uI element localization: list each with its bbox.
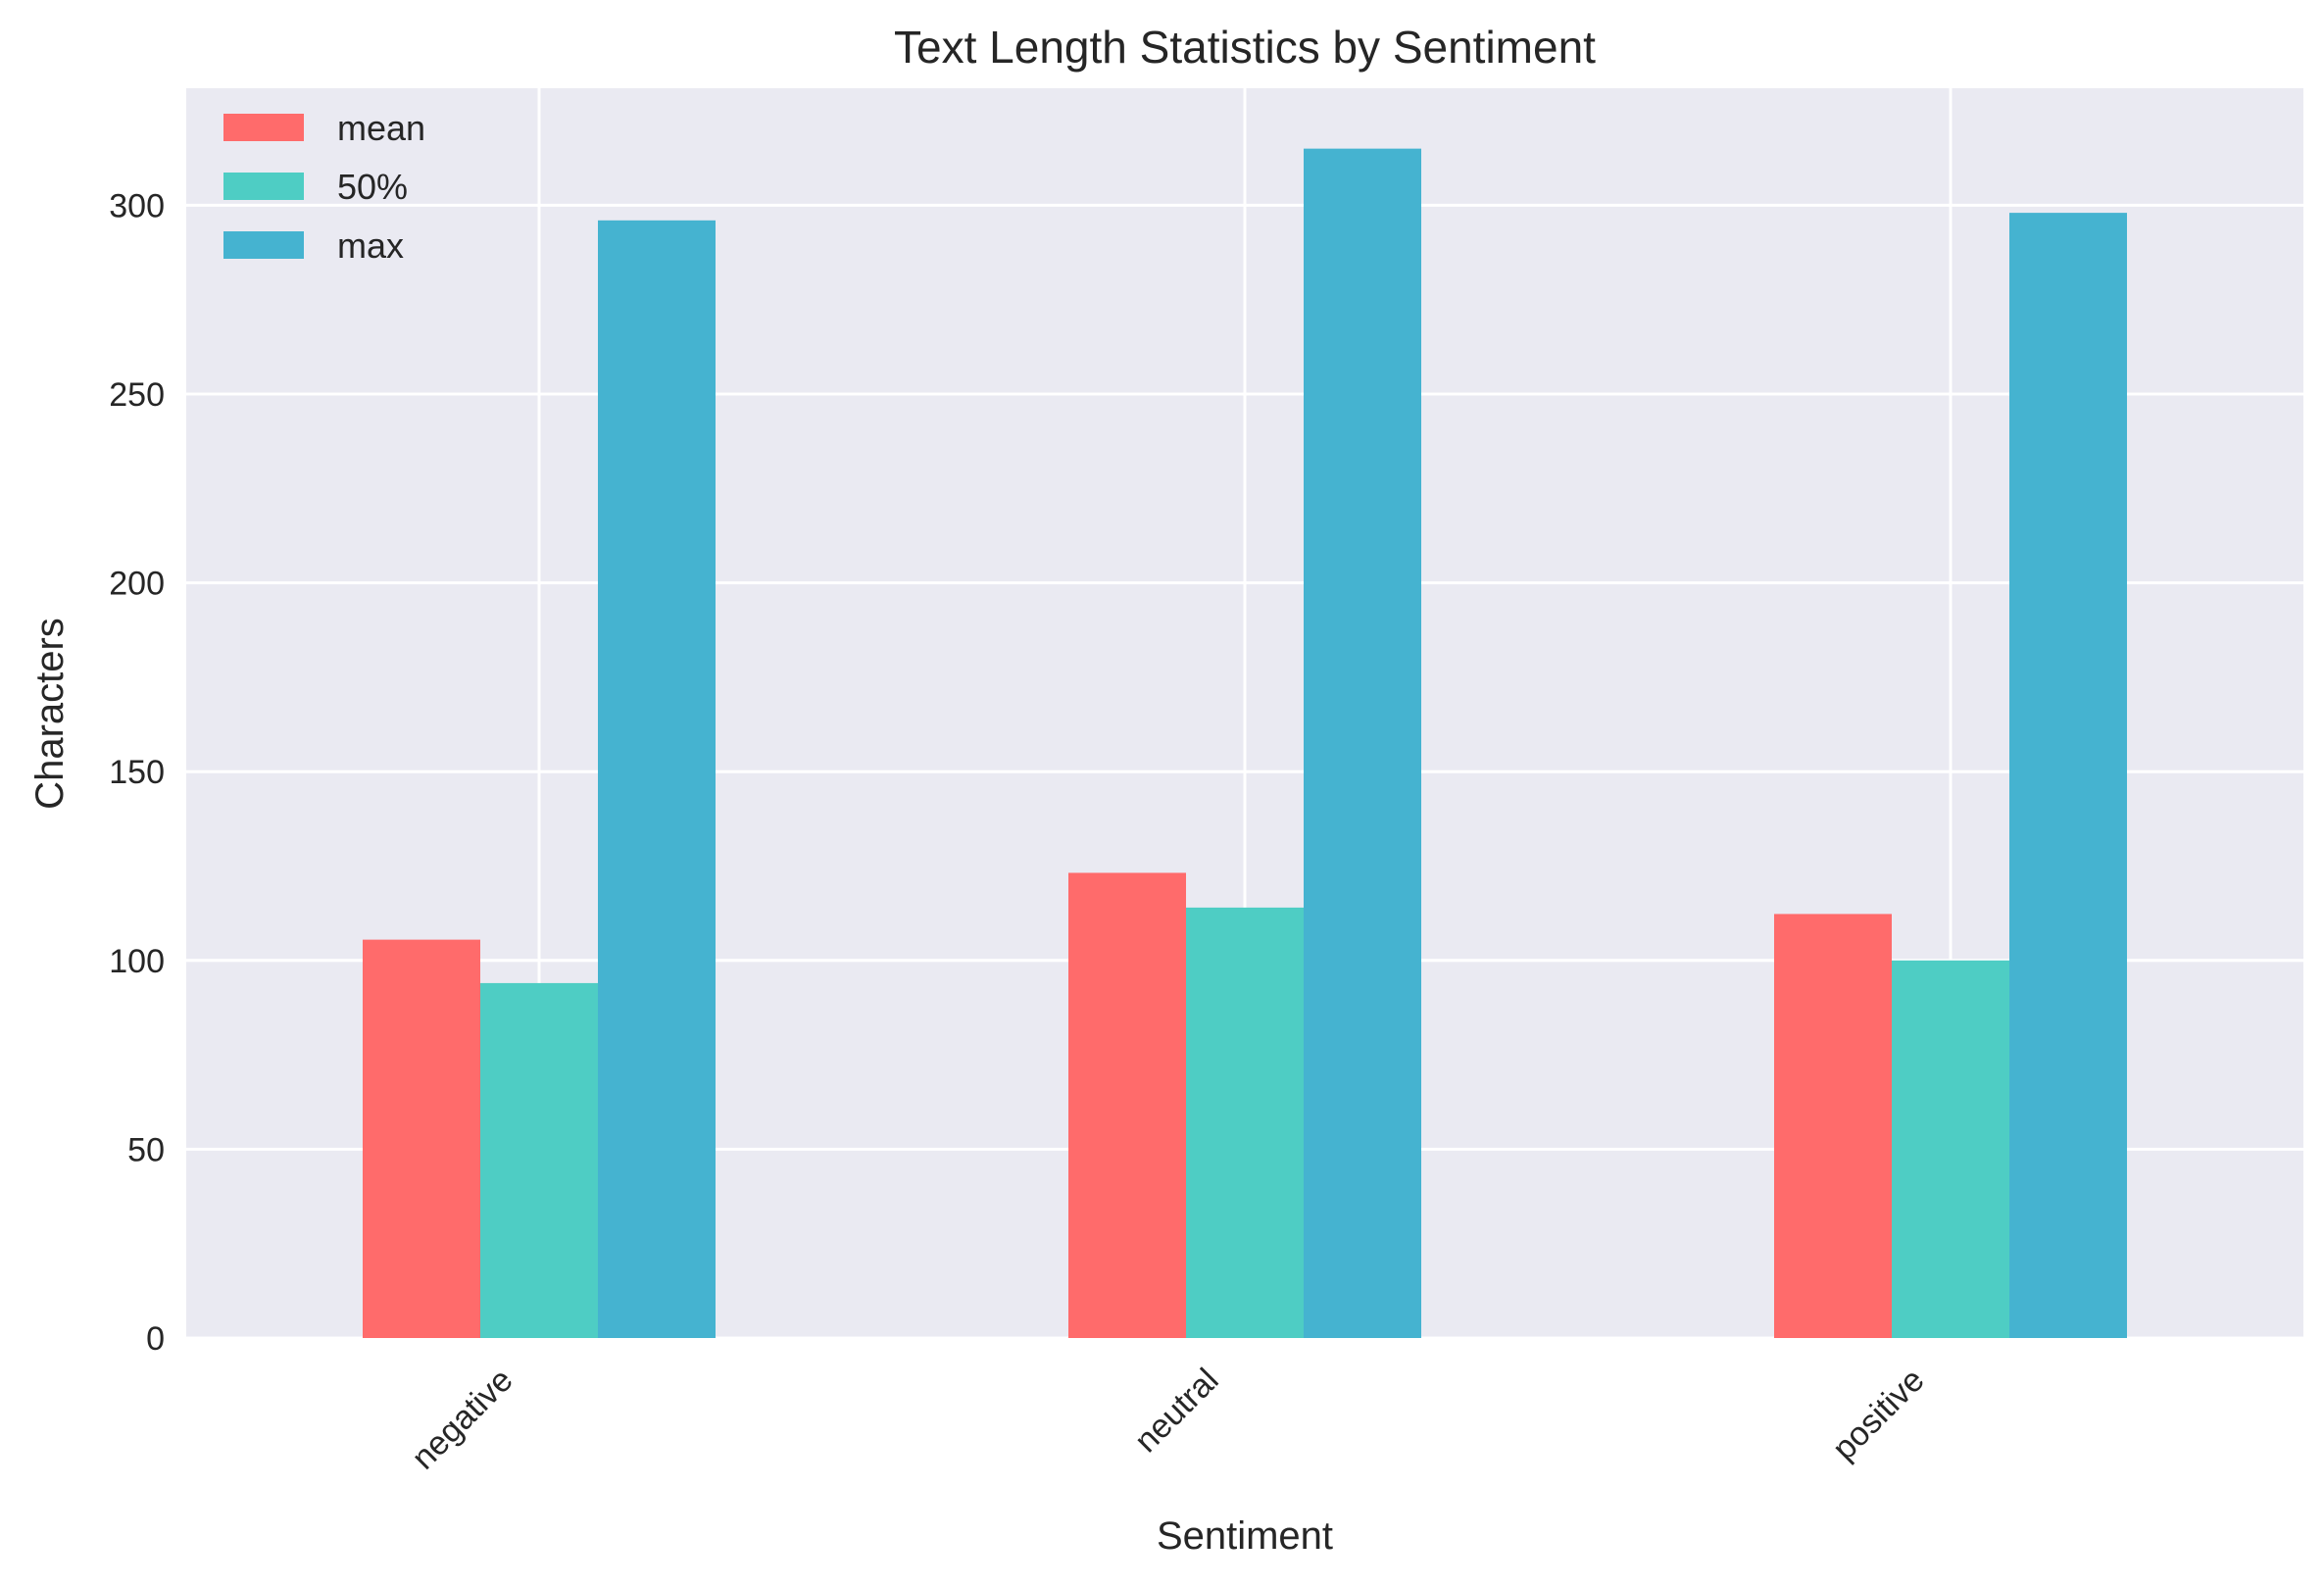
y-axis-ticks: 0 50 100 150 200 250 300 (109, 187, 165, 1358)
bar (2009, 213, 2127, 1339)
x-tick-label: positive (1825, 1362, 1931, 1467)
bar (480, 982, 598, 1338)
legend: mean 50% max (223, 108, 425, 266)
x-tick-label: negative (405, 1362, 520, 1477)
bars (363, 148, 2127, 1339)
legend-swatch (223, 173, 304, 200)
legend-label: 50% (337, 167, 408, 207)
bar (598, 220, 716, 1338)
chart-title: Text Length Statistics by Sentiment (894, 22, 1596, 73)
bar (363, 939, 480, 1338)
legend-swatch (223, 231, 304, 259)
y-tick-label: 300 (109, 187, 165, 224)
y-tick-label: 200 (109, 566, 165, 603)
x-axis-ticks: negative neutral positive (405, 1362, 1932, 1477)
y-tick-label: 250 (109, 376, 165, 414)
y-tick-label: 150 (109, 754, 165, 791)
y-tick-label: 100 (109, 943, 165, 980)
x-axis-title: Sentiment (1157, 1514, 1333, 1558)
y-axis-title: Characters (28, 618, 72, 810)
legend-swatch (223, 114, 304, 141)
legend-label: mean (337, 108, 425, 148)
bar (1892, 960, 2009, 1338)
bar (1068, 872, 1186, 1338)
legend-label: max (337, 225, 404, 266)
bar (1774, 914, 1892, 1338)
bar (1304, 148, 1421, 1338)
y-tick-label: 0 (146, 1320, 165, 1358)
x-tick-label: neutral (1127, 1362, 1225, 1460)
y-tick-label: 50 (127, 1131, 165, 1168)
bar (1186, 907, 1304, 1338)
